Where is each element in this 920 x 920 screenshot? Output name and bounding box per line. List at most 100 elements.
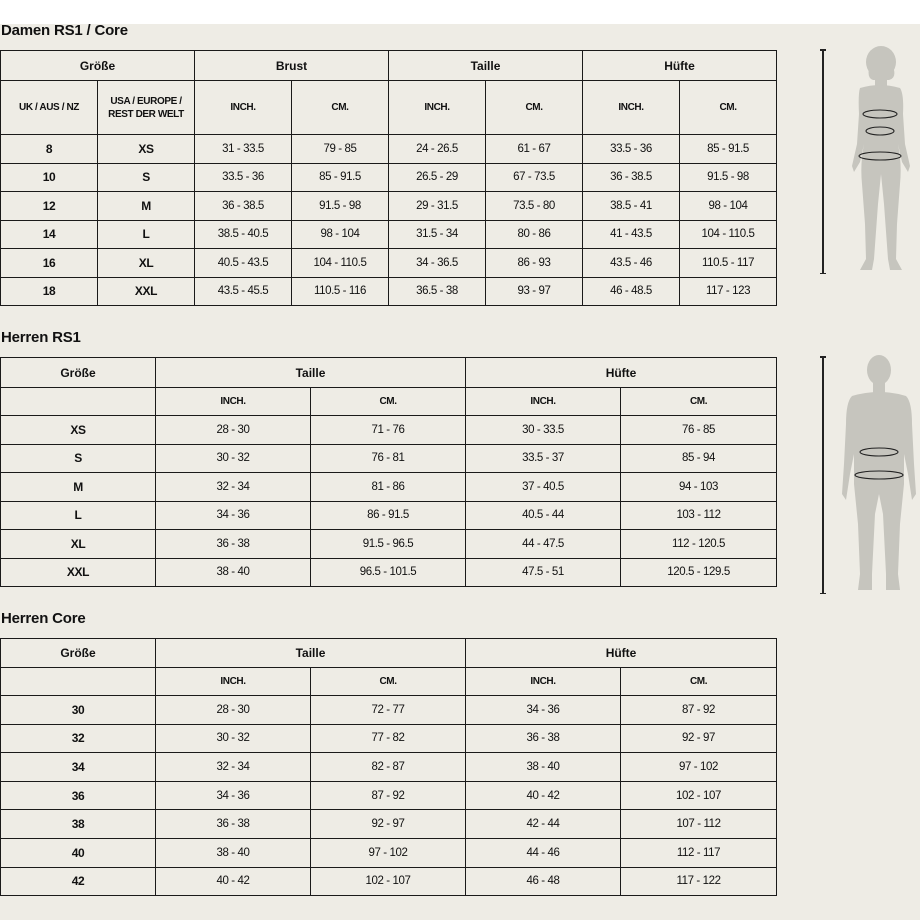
- table-cell: 36 - 38.5: [582, 162, 681, 192]
- table-cell: XXL: [97, 276, 195, 306]
- table-row: 16 XL 40.5 - 43.5 104 - 110.5 34 - 36.5 86 - …: [0, 248, 778, 278]
- table-cell: 28 - 30: [155, 695, 311, 725]
- damen-title: Damen RS1 / Core: [1, 22, 128, 39]
- table-cell: 32: [0, 723, 156, 754]
- table-cell: 67 - 73.5: [484, 162, 584, 192]
- table-cell: 30 - 33.5: [465, 415, 622, 445]
- table-cell: 76 - 81: [309, 443, 467, 473]
- table-cell: 107 - 112: [620, 809, 778, 839]
- column-header: CM.: [484, 80, 584, 135]
- table-cell: 112 - 120.5: [620, 529, 778, 559]
- table-cell: 36: [0, 780, 156, 811]
- table-cell: 37 - 40.5: [465, 472, 622, 502]
- table-cell: 40 - 42: [155, 866, 311, 897]
- table-cell: 87 - 92: [309, 780, 467, 811]
- table-cell: 36.5 - 38: [388, 276, 486, 306]
- table-cell: 47.5 - 51: [465, 557, 622, 587]
- table-cell: 91.5 - 96.5: [309, 529, 467, 559]
- table-cell: 42 - 44: [465, 809, 622, 839]
- height-marker-female: [820, 49, 826, 274]
- herren-core-size-table: Größe Taille Hüfte INCH. CM. INCH. CM. 30 28 - 3…: [0, 638, 778, 897]
- table-row: 40 38 - 40 97 - 102 44 - 46 112 - 117: [0, 837, 778, 868]
- table-cell: 31 - 33.5: [194, 134, 292, 164]
- female-body-figure-icon: [852, 46, 910, 270]
- table-cell: 41 - 43.5: [582, 219, 681, 249]
- table-cell: 33.5 - 37: [465, 443, 622, 473]
- table-cell: 87 - 92: [620, 695, 778, 725]
- group-header: Hüfte: [465, 357, 778, 388]
- column-header: USA / EUROPE / REST DER WELT: [97, 80, 195, 135]
- table-row: 30 28 - 30 72 - 77 34 - 36 87 - 92: [0, 695, 778, 725]
- table-cell: 85 - 91.5: [291, 162, 389, 192]
- table-cell: 36 - 38: [155, 529, 311, 559]
- group-header: Größe: [0, 638, 156, 668]
- table-cell: XS: [97, 134, 195, 164]
- table-cell: 76 - 85: [620, 415, 778, 445]
- table-cell: XS: [0, 415, 156, 445]
- table-cell: 110.5 - 117: [679, 248, 778, 278]
- table-cell: 10: [0, 162, 98, 192]
- column-header: INCH.: [155, 667, 311, 696]
- table-row: L 34 - 36 86 - 91.5 40.5 - 44 103 - 112: [0, 500, 778, 530]
- column-header: CM.: [620, 387, 778, 416]
- column-header: INCH.: [465, 387, 622, 416]
- table-row: 8 XS 31 - 33.5 79 - 85 24 - 26.5 61 - 67 33.5 …: [0, 134, 778, 164]
- table-cell: L: [97, 219, 195, 249]
- table-cell: 32 - 34: [155, 752, 311, 782]
- table-row: S 30 - 32 76 - 81 33.5 - 37 85 - 94: [0, 443, 778, 473]
- column-header: UK / AUS / NZ: [0, 80, 98, 135]
- table-cell: 44 - 47.5: [465, 529, 622, 559]
- table-cell: 43.5 - 46: [582, 248, 681, 278]
- table-cell: 94 - 103: [620, 472, 778, 502]
- table-cell: 85 - 91.5: [679, 134, 778, 164]
- table-cell: 92 - 97: [620, 723, 778, 754]
- table-cell: XL: [0, 529, 156, 559]
- table-cell: 38 - 40: [155, 557, 311, 587]
- table-row: M 32 - 34 81 - 86 37 - 40.5 94 - 103: [0, 472, 778, 502]
- table-row: 42 40 - 42 102 - 107 46 - 48 117 - 122: [0, 866, 778, 897]
- column-header: CM.: [309, 667, 467, 696]
- table-cell: 104 - 110.5: [291, 248, 389, 278]
- table-cell: 102 - 107: [309, 866, 467, 897]
- table-cell: 97 - 102: [620, 752, 778, 782]
- table-cell: 91.5 - 98: [291, 191, 389, 221]
- table-cell: 30 - 32: [155, 443, 311, 473]
- group-header-row: Größe Brust Taille Hüfte: [0, 50, 778, 81]
- group-header-row: Größe Taille Hüfte: [0, 357, 778, 388]
- table-cell: 29 - 31.5: [388, 191, 486, 221]
- herren-rs1-title: Herren RS1: [1, 329, 81, 346]
- table-cell: 40 - 42: [465, 780, 622, 811]
- table-row: 12 M 36 - 38.5 91.5 - 98 29 - 31.5 73.5 - 80 3…: [0, 191, 778, 221]
- herren-rs1-size-table: Größe Taille Hüfte INCH. CM. INCH. CM. XS 28 - 3…: [0, 357, 778, 587]
- group-header: Größe: [0, 50, 195, 81]
- table-cell: 117 - 123: [679, 276, 778, 306]
- table-cell: 110.5 - 116: [291, 276, 389, 306]
- table-cell: 98 - 104: [679, 191, 778, 221]
- table-cell: 36 - 38: [465, 723, 622, 754]
- table-cell: 28 - 30: [155, 415, 311, 445]
- table-cell: 85 - 94: [620, 443, 778, 473]
- table-row: XL 36 - 38 91.5 - 96.5 44 - 47.5 112 - 120.5: [0, 529, 778, 559]
- table-cell: 33.5 - 36: [582, 134, 681, 164]
- table-cell: 80 - 86: [484, 219, 584, 249]
- table-cell: 79 - 85: [291, 134, 389, 164]
- table-cell: 43.5 - 45.5: [194, 276, 292, 306]
- table-cell: 71 - 76: [309, 415, 467, 445]
- table-cell: 18: [0, 276, 98, 306]
- group-header: Taille: [154, 638, 467, 668]
- table-cell: 81 - 86: [309, 472, 467, 502]
- table-row: 36 34 - 36 87 - 92 40 - 42 102 - 107: [0, 780, 778, 811]
- table-cell: 96.5 - 101.5: [309, 557, 467, 587]
- table-cell: 40: [0, 837, 156, 868]
- table-cell: 86 - 93: [484, 248, 584, 278]
- column-header: [0, 667, 156, 696]
- table-cell: 103 - 112: [620, 500, 778, 530]
- table-cell: 77 - 82: [309, 723, 467, 754]
- table-cell: 92 - 97: [309, 809, 467, 839]
- column-header: INCH.: [465, 667, 622, 696]
- table-cell: 32 - 34: [155, 472, 311, 502]
- table-cell: 40.5 - 44: [465, 500, 622, 530]
- table-cell: 42: [0, 866, 156, 897]
- table-cell: 44 - 46: [465, 837, 622, 868]
- table-cell: 34 - 36: [465, 695, 622, 725]
